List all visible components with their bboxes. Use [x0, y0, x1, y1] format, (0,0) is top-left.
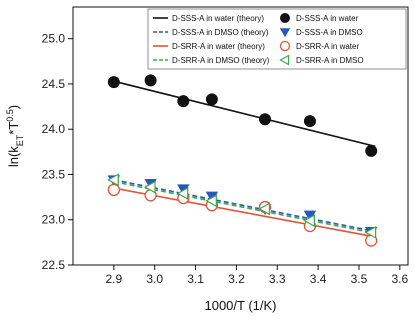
- legend-label: D-SRR-A in water (theory): [172, 42, 265, 51]
- y-axis: 22.5 23.0 23.5 24.0 24.5 25.0: [42, 32, 73, 272]
- x-tick-label: 3.6: [391, 272, 408, 286]
- data-point-d-sss-a-in-water: [205, 93, 218, 106]
- legend-label: D-SSS-A in water: [296, 14, 359, 23]
- legend-marker-swatch: [280, 13, 290, 23]
- legend-label: D-SSS-A in water (theory): [172, 14, 264, 23]
- legend-label: D-SSS-A in DMSO: [296, 28, 363, 37]
- y-tick-label: 23.0: [42, 213, 66, 227]
- legend-marker-swatch: [279, 28, 291, 38]
- data-point-d-sss-a-in-water: [303, 115, 316, 128]
- data-point-d-srr-a-in-dmso: [205, 194, 217, 208]
- series-line-d-sss-a-in-dmso-theory: [113, 179, 376, 233]
- x-tick-label: 3.4: [310, 272, 327, 286]
- legend-label: D-SRR-A in water: [296, 42, 359, 51]
- x-tick-label: 3.3: [269, 272, 286, 286]
- data-point-d-sss-a-in-water: [144, 74, 157, 87]
- data-point-d-srr-a-in-water: [107, 183, 121, 197]
- legend-label: D-SRR-A in DMSO: [296, 56, 364, 65]
- series-line-d-srr-a-in-water-theory: [113, 187, 376, 238]
- data-point-d-srr-a-in-dmso: [303, 214, 315, 228]
- x-tick-label: 2.9: [106, 272, 123, 286]
- legend-label: D-SSS-A in DMSO (theory): [172, 28, 269, 37]
- y-tick-label: 23.5: [42, 167, 66, 181]
- x-axis: 2.9 3.0 3.1 3.2 3.3 3.4 3.5 3.6: [106, 265, 408, 286]
- data-point-d-srr-a-in-dmso: [107, 173, 119, 187]
- data-point-d-srr-a-in-dmso: [143, 180, 156, 194]
- plot-frame: [72, 6, 409, 266]
- y-tick-label: 22.5: [42, 258, 66, 272]
- plot-area: [107, 74, 378, 247]
- y-tick-label: 24.0: [42, 122, 66, 136]
- x-tick-label: 3.5: [351, 272, 368, 286]
- x-axis-label: 1000/T (1/K): [204, 298, 276, 313]
- series-line-d-sss-a-in-water-theory: [113, 80, 376, 148]
- y-axis-label: ln(kET*T0.5): [5, 105, 25, 167]
- y-tick-label: 25.0: [42, 32, 66, 46]
- x-tick-label: 3.2: [228, 272, 245, 286]
- x-tick-label: 3.1: [187, 272, 204, 286]
- data-point-d-sss-a-in-water: [107, 76, 120, 89]
- data-point-d-sss-a-in-water: [177, 95, 190, 108]
- legend-label: D-SRR-A in DMSO (theory): [172, 56, 270, 65]
- y-tick-label: 24.5: [42, 77, 66, 91]
- legend-marker-swatch: [279, 54, 290, 66]
- legend-marker-swatch: [279, 40, 291, 52]
- legend-box: [147, 8, 407, 70]
- data-point-d-sss-a-in-water: [259, 113, 272, 126]
- legend: D-SSS-A in water (theory) D-SSS-A in wate…: [147, 8, 407, 70]
- series-line-d-srr-a-in-dmso-theory: [113, 180, 376, 235]
- data-point-d-srr-a-in-dmso: [258, 202, 271, 216]
- data-point-d-sss-a-in-water: [365, 144, 378, 157]
- data-point-d-srr-a-in-dmso: [364, 225, 377, 239]
- data-point-d-srr-a-in-dmso: [176, 186, 189, 201]
- x-tick-label: 3.0: [146, 272, 163, 286]
